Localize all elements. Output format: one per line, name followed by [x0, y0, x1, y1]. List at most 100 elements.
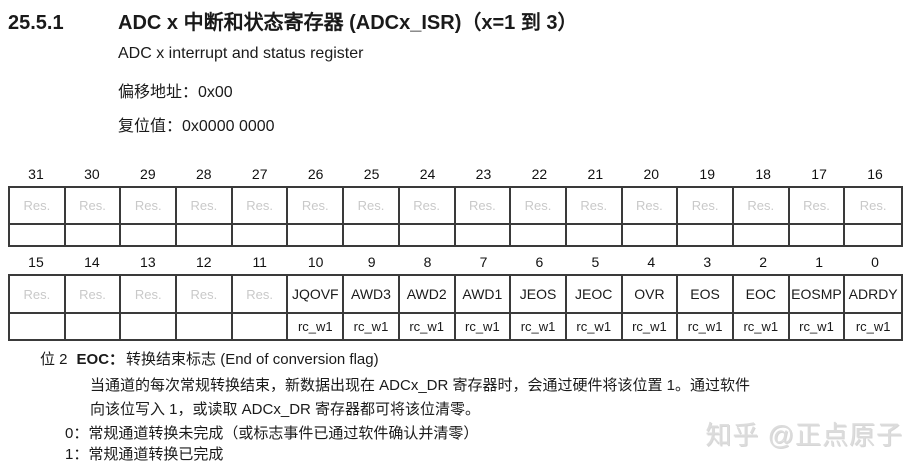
- access-type-cell: rc_w1: [456, 314, 512, 339]
- bit-number: 22: [531, 166, 548, 182]
- field-cell: JQOVF: [288, 276, 345, 314]
- reserved-field-cell: Res.: [455, 188, 512, 225]
- bit-number: 5: [591, 254, 600, 270]
- bit-number: 29: [140, 166, 156, 182]
- bit-number: 31: [28, 166, 44, 182]
- section-number: 25.5.1: [8, 12, 64, 34]
- bit-number: 25: [363, 166, 380, 182]
- reserved-field-cell: Res.: [845, 188, 901, 225]
- access-type-cell: [288, 225, 345, 245]
- field-cell: AWD2: [399, 276, 456, 314]
- access-type-cell: rc_w1: [678, 314, 734, 339]
- access-type-cell: [66, 225, 122, 245]
- bit-number: 0: [871, 254, 879, 270]
- bit-number: 20: [643, 166, 660, 182]
- bit-number: 2: [759, 254, 768, 270]
- access-type-cell: rc_w1: [790, 314, 846, 339]
- access-type-cell: [623, 225, 679, 245]
- bit-number: 9: [367, 254, 376, 270]
- field-cell: EOS: [678, 276, 734, 314]
- access-type-cell: [456, 225, 512, 245]
- reserved-field-cell: Res.: [10, 188, 66, 225]
- access-type-cell: [177, 225, 233, 245]
- value-0-description: 0：常规通道转换未完成（或标志事件已通过软件确认并清零）: [65, 425, 479, 442]
- field-cell: JEOS: [511, 276, 567, 314]
- reserved-field-cell: Res.: [344, 188, 400, 225]
- bit-number: 27: [251, 166, 268, 182]
- access-type-cell: rc_w1: [400, 314, 456, 339]
- access-type-cell: rc_w1: [344, 314, 400, 339]
- reserved-field-cell: Res.: [65, 276, 122, 314]
- access-type-cell: rc_w1: [511, 314, 567, 339]
- reserved-field-cell: Res.: [789, 188, 846, 225]
- watermark: 知乎 @正点原子: [705, 420, 903, 450]
- bit-number: 6: [535, 254, 544, 270]
- bit-label: 位 2: [40, 351, 68, 368]
- description-line-1: 当通道的每次常规转换结束，新数据出现在 ADCx_DR 寄存器时，会通过硬件将该…: [90, 377, 751, 394]
- access-type-cell: [511, 225, 567, 245]
- access-type-cell: [845, 225, 901, 245]
- field-cell: ADRDY: [845, 276, 901, 314]
- bit-numbers-low-row: 15 14 13 12 11 10 9 8 7 6 5 4 3 2 1 0: [8, 252, 903, 272]
- access-type-cell: rc_w1: [623, 314, 679, 339]
- reserved-field-cell: Res.: [232, 276, 289, 314]
- bit-description-heading: 位 2 EOC： 转换结束标志 (End of conversion flag): [40, 348, 379, 369]
- access-type-cell: [121, 225, 178, 245]
- access-type-cell: rc_w1: [288, 314, 345, 339]
- reserved-field-cell: Res.: [733, 188, 790, 225]
- access-type-cell: [66, 314, 122, 339]
- field-title: 转换结束标志 (End of conversion flag): [126, 351, 379, 368]
- bit-number: 10: [307, 254, 324, 270]
- reserved-field-cell: Res.: [678, 188, 734, 225]
- reserved-field-cell: Res.: [121, 188, 178, 225]
- bit-number: 24: [419, 166, 436, 182]
- offset-address: 偏移地址：0x00: [118, 84, 233, 101]
- access-type-cell: [734, 225, 790, 245]
- access-type-cell: [400, 225, 456, 245]
- field-cell: EOSMP: [789, 276, 846, 314]
- reserved-field-cell: Res.: [399, 188, 456, 225]
- bit-number: 23: [475, 166, 492, 182]
- access-type-cell: [10, 225, 66, 245]
- bit-number: 14: [84, 254, 100, 270]
- access-type-cell: [567, 225, 623, 245]
- bit-number: 21: [587, 166, 604, 182]
- access-type-cell: [233, 314, 289, 339]
- bit-number: 8: [423, 254, 432, 270]
- access-type-cell: [790, 225, 846, 245]
- access-type-cell: [177, 314, 233, 339]
- bit-number: 18: [755, 166, 771, 182]
- access-type-cell: rc_w1: [734, 314, 790, 339]
- bit-number: 30: [84, 166, 100, 182]
- register-table-high-word: Res. Res. Res. Res. Res. Res. Res. Res. Res. Res.…: [8, 186, 903, 247]
- field-cell: AWD1: [455, 276, 512, 314]
- bit-number: 15: [28, 254, 44, 270]
- register-table-low-word: Res. Res. Res. Res. Res. JQOVF AWD3 AWD2 AWD1 JEO…: [8, 274, 903, 341]
- field-cell: AWD3: [344, 276, 400, 314]
- field-cell: EOC: [733, 276, 790, 314]
- bit-number: 19: [699, 166, 715, 182]
- access-type-cell: [344, 225, 400, 245]
- field-cell: JEOC: [566, 276, 623, 314]
- reserved-field-cell: Res.: [10, 276, 66, 314]
- reserved-field-cell: Res.: [232, 188, 289, 225]
- field-name: EOC：: [76, 351, 125, 368]
- bit-number: 3: [703, 254, 712, 270]
- access-type-cell: rc_w1: [567, 314, 623, 339]
- bit-number: 17: [811, 166, 827, 182]
- reserved-field-cell: Res.: [288, 188, 345, 225]
- reserved-field-cell: Res.: [177, 188, 233, 225]
- access-type-cell: [10, 314, 66, 339]
- reserved-field-cell: Res.: [121, 276, 178, 314]
- bit-number: 13: [140, 254, 156, 270]
- bit-number: 16: [867, 166, 883, 182]
- reserved-field-cell: Res.: [511, 188, 567, 225]
- reserved-field-cell: Res.: [622, 188, 679, 225]
- access-type-cell: [121, 314, 178, 339]
- bit-number: 1: [815, 254, 823, 270]
- access-type-cell: [678, 225, 734, 245]
- page-title: ADC x 中断和状态寄存器 (ADCx_ISR)（x=1 到 3）: [118, 12, 578, 34]
- bit-number: 12: [195, 254, 212, 270]
- reserved-field-cell: Res.: [65, 188, 122, 225]
- bit-numbers-high-row: 31 30 29 28 27 26 25 24 23 22 21 20 19 18 17 16: [8, 164, 903, 184]
